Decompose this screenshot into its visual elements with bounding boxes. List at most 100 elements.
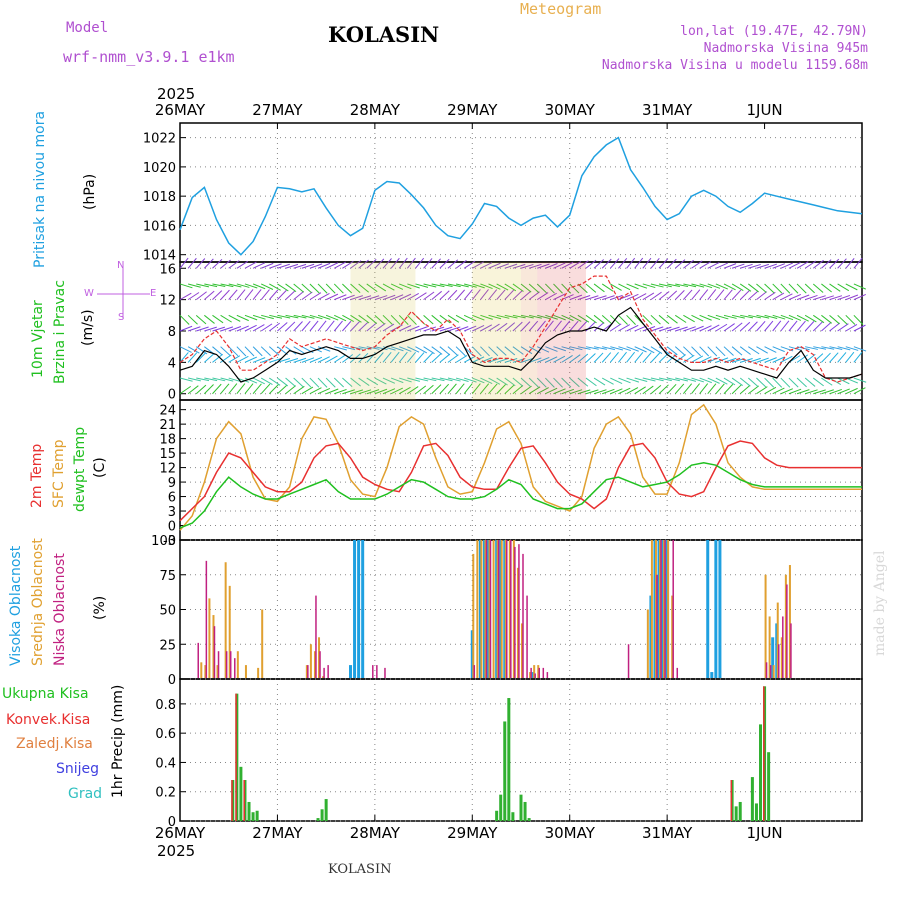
wind-barb <box>715 262 728 269</box>
wind-barb <box>691 260 703 269</box>
mid-cloud-bar <box>305 665 308 678</box>
wind-barb <box>455 260 467 269</box>
wind-barb <box>342 389 355 395</box>
wind-barb <box>748 283 759 293</box>
wind-barb <box>260 289 270 300</box>
y-tick-label: 12 <box>159 462 176 477</box>
mid-cloud-bar <box>768 616 771 678</box>
wind-barb <box>220 377 234 382</box>
wind-barb <box>610 377 623 385</box>
wind-barb <box>618 351 627 363</box>
wind-barb <box>788 388 802 395</box>
low-cloud-bar <box>790 623 792 678</box>
high-cloud-bar <box>718 540 722 678</box>
total-precip-bar <box>507 698 511 821</box>
wind-barb <box>504 263 518 269</box>
wind-barb <box>764 291 776 301</box>
wind-barb <box>553 320 562 332</box>
wind-barb <box>431 314 443 324</box>
wind-barb <box>472 377 485 384</box>
footer-station: KOLASIN <box>328 862 392 877</box>
wind-barb <box>739 384 751 395</box>
wind-barb <box>423 283 437 288</box>
panel-frame <box>179 122 863 263</box>
wind-barb <box>317 283 328 294</box>
wind-barb <box>812 259 824 269</box>
wind-barb <box>366 322 378 332</box>
low-cloud-bar <box>676 667 679 678</box>
day-label-top: 28MAY <box>350 101 401 119</box>
wind-barb <box>390 314 401 325</box>
y-tick-label: 0 <box>168 673 176 688</box>
wind-barb <box>650 385 662 395</box>
wind-barb <box>488 289 498 300</box>
mid-cloud-bar <box>772 665 775 678</box>
wind-barb <box>577 346 591 350</box>
y-tick-label: 24 <box>159 404 176 419</box>
wind-band <box>521 262 538 400</box>
mid-cloud-bar <box>776 602 779 678</box>
wind-barb <box>537 263 550 269</box>
y-tick-label: 0.4 <box>155 756 176 771</box>
pressure-line <box>179 136 863 256</box>
wind-barb <box>204 353 215 363</box>
wind-barb <box>260 346 271 357</box>
wind-barb <box>788 377 799 388</box>
model-elevation: Nadmorska Visina u modelu 1159.68m <box>601 58 868 73</box>
wind-barb <box>236 325 249 332</box>
wind-barb <box>439 353 451 363</box>
y-tick-label: 0 <box>168 815 176 830</box>
wind-barb <box>415 326 428 332</box>
low-cloud-bar <box>546 672 549 678</box>
snow-label: Snijeg <box>56 761 100 777</box>
wind-barb <box>447 377 461 382</box>
wind-barb <box>699 346 710 357</box>
wind-barb <box>829 295 843 301</box>
wind-barb <box>739 283 752 292</box>
mid-cloud-bar <box>492 540 495 678</box>
wind-barb <box>650 377 664 382</box>
mid-cloud-bar <box>780 637 783 678</box>
wind-barb <box>431 258 441 269</box>
wind-barb <box>699 325 712 332</box>
low-cloud-bar <box>323 667 325 678</box>
day-label-bottom: 30MAY <box>545 824 596 842</box>
wind-barb <box>853 283 867 290</box>
wind-barb <box>658 283 672 288</box>
wind-barb <box>480 283 493 290</box>
wind-barb <box>350 377 361 387</box>
y-tick-label: 1022 <box>143 132 176 147</box>
wind-barb <box>342 354 354 363</box>
wind-barb <box>772 387 785 395</box>
wind-barb <box>309 346 322 353</box>
wind-barb <box>739 346 751 355</box>
wind-barb <box>293 283 305 293</box>
wind-barb <box>358 377 370 386</box>
wind-barb <box>204 283 218 288</box>
wind-barb <box>309 283 320 294</box>
wind-barb <box>520 357 534 363</box>
wind-barb <box>406 314 417 325</box>
y-tick-label: 0 <box>168 520 176 535</box>
wind-barb <box>618 283 631 291</box>
wind-barb <box>398 386 411 395</box>
mid-cloud-bar <box>516 567 519 678</box>
wind-barb <box>553 283 563 294</box>
wind-barb <box>504 314 518 319</box>
wind-barb <box>683 346 694 357</box>
wind-barb <box>447 289 458 300</box>
low-cloud-bar <box>538 667 540 678</box>
wind-barb <box>658 384 669 395</box>
conv-precip-bar <box>763 686 765 821</box>
wind-barb <box>431 384 442 395</box>
wind-barb <box>398 257 408 269</box>
low-cloud-bar <box>782 616 784 678</box>
wind-barb <box>179 257 189 269</box>
wind-barb <box>374 346 388 351</box>
wind-barb <box>464 283 477 288</box>
wind-barb <box>244 346 255 357</box>
wind-barb <box>707 289 717 300</box>
wind-barb <box>447 383 457 395</box>
y-tick-label: 9 <box>168 476 176 491</box>
wind-barb <box>536 283 547 294</box>
